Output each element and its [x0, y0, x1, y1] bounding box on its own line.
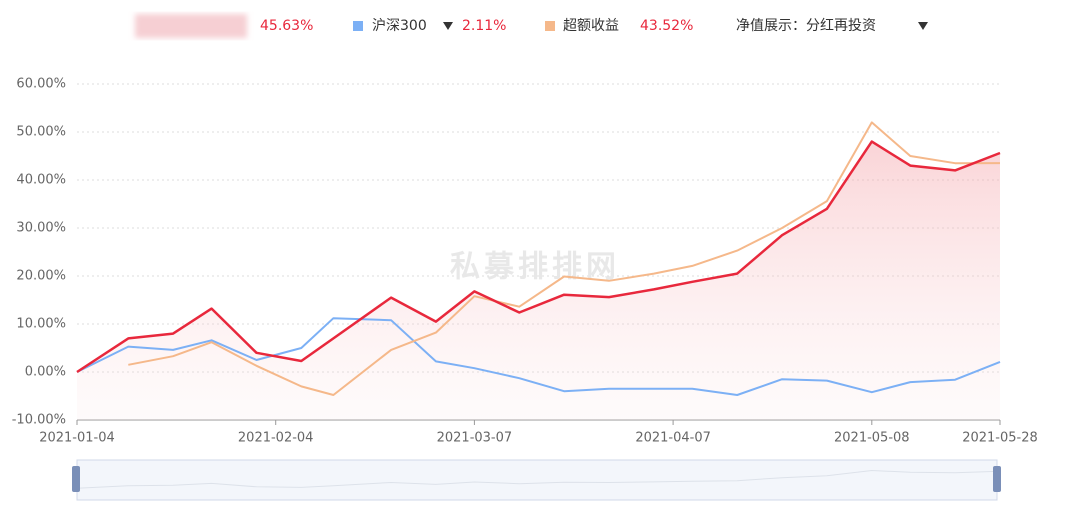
- zoom-preview-line: [76, 469, 1001, 489]
- legend-value: 43.52%: [640, 18, 693, 34]
- zoom-slider[interactable]: [76, 459, 998, 501]
- dropdown-arrow: [443, 22, 453, 30]
- display-mode[interactable]: 净值展示：分红再投资: [736, 18, 876, 34]
- line: [76, 140, 1001, 374]
- x-tick-label: 2021-01-04: [39, 431, 115, 446]
- y-tick-label: 50.00%: [16, 125, 66, 140]
- y-tick-label: 40.00%: [16, 173, 66, 188]
- y-tick-label: 0.00%: [25, 365, 66, 380]
- y-tick-label: 60.00%: [16, 77, 66, 92]
- legend-label: 沪深300: [372, 18, 427, 34]
- y-tick-label: 30.00%: [16, 221, 66, 236]
- zoom-handle[interactable]: [993, 466, 1001, 492]
- zoom-handle[interactable]: [72, 466, 80, 492]
- y-tick-label: -10.00%: [12, 413, 66, 428]
- y-tick-label: 10.00%: [16, 317, 66, 332]
- x-tick-label: 2021-04-07: [635, 431, 711, 446]
- line: [128, 121, 1001, 396]
- legend-marker: [353, 21, 363, 31]
- x-tick-label: 2021-02-04: [238, 431, 314, 446]
- x-tick-label: 2021-03-07: [437, 431, 513, 446]
- blurred-name: [135, 14, 247, 38]
- legend-label: 超额收益: [563, 18, 619, 34]
- legend-marker: [545, 21, 555, 31]
- legend-value: 45.63%: [260, 18, 313, 34]
- x-tick-label: 2021-05-28: [962, 431, 1038, 446]
- x-tick-label: 2021-05-08: [834, 431, 910, 446]
- area: [77, 141, 1000, 420]
- legend-value: 2.11%: [462, 18, 506, 34]
- dropdown-arrow[interactable]: [918, 22, 928, 30]
- line: [76, 317, 1001, 396]
- y-tick-label: 20.00%: [16, 269, 66, 284]
